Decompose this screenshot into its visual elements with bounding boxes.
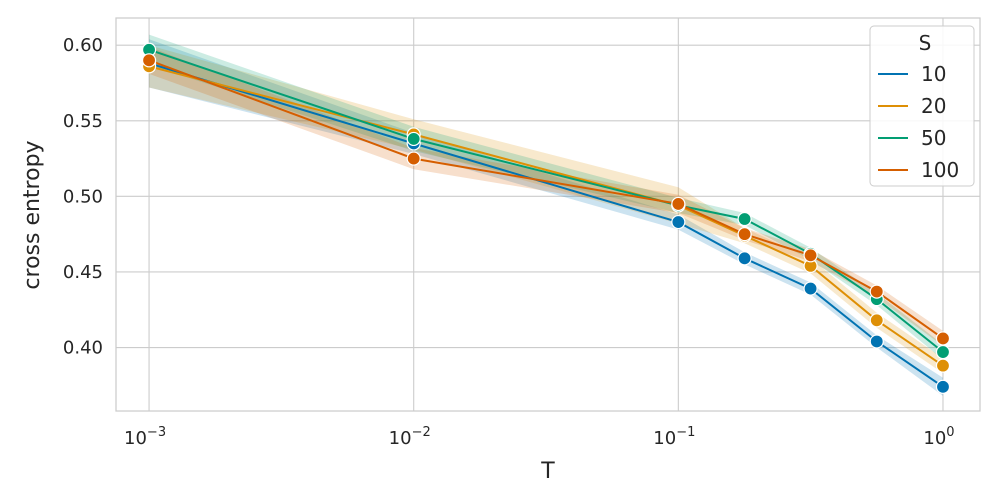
x-tick-labels: 10−3 10−2 10−1 100: [124, 425, 955, 449]
plot-background: [116, 18, 980, 411]
legend-label-50: 50: [921, 126, 946, 150]
data-point-10: [803, 281, 818, 296]
data-point-100: [869, 284, 884, 299]
data-point-10: [737, 251, 752, 266]
legend: S 10 20 50 100: [869, 25, 975, 187]
y-tick-label: 0.40: [63, 338, 103, 359]
x-axis-label: T: [540, 459, 555, 484]
legend-box: [869, 25, 975, 187]
y-tick-label: 0.60: [63, 35, 103, 56]
data-point-100: [141, 53, 157, 68]
data-point-20: [869, 313, 884, 328]
legend-label-100: 100: [921, 158, 959, 182]
data-point-20: [935, 358, 951, 373]
data-point-100: [935, 331, 951, 346]
y-tick-labels: 0.40 0.45 0.50 0.55 0.60: [63, 35, 103, 358]
legend-label-10: 10: [921, 62, 946, 86]
x-tick-label: 10−2: [389, 425, 431, 449]
x-tick-label: 10−1: [653, 425, 695, 449]
confidence-band-20: [149, 45, 944, 374]
y-axis-label: cross entropy: [20, 140, 45, 289]
data-point-100: [803, 248, 818, 263]
plot-frame: [115, 17, 981, 412]
y-tick-label: 0.45: [63, 262, 103, 283]
data-point-100: [406, 151, 421, 166]
data-point-50: [935, 344, 951, 360]
x-tick-label: 10−3: [124, 425, 166, 449]
y-tick-label: 0.50: [63, 186, 103, 207]
data-point-50: [406, 131, 421, 147]
series-markers: [141, 42, 951, 394]
data-point-50: [737, 211, 752, 227]
data-point-10: [869, 334, 884, 349]
x-tick-label: 100: [923, 425, 954, 449]
legend-title: S: [919, 31, 932, 55]
confidence-band-10: [149, 39, 944, 396]
data-point-10: [671, 214, 686, 230]
data-point-100: [671, 196, 686, 212]
data-point-10: [935, 379, 951, 394]
y-tick-label: 0.55: [63, 111, 103, 132]
data-point-100: [737, 227, 752, 242]
legend-label-20: 20: [921, 94, 946, 118]
